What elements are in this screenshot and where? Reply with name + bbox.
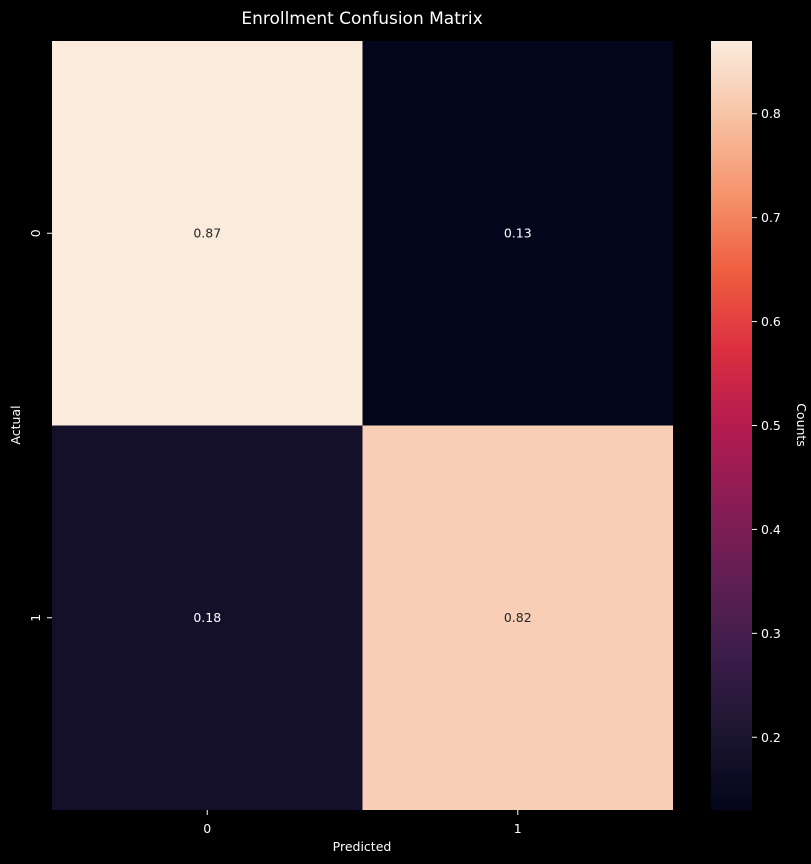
- x-tick-label: 0: [203, 821, 211, 836]
- heatmap-cell: [52, 425, 363, 810]
- x-tick-label: 1: [514, 821, 522, 836]
- y-tick-label: 0: [28, 229, 43, 237]
- cell-annotation: 0.18: [193, 610, 221, 625]
- cell-annotations: 0.87 0.13 0.18 0.82: [193, 225, 531, 625]
- x-axis-label: Predicted: [333, 839, 392, 854]
- colorbar-tick-label: 0.4: [761, 522, 781, 537]
- colorbar-tick-label: 0.2: [761, 730, 781, 745]
- colorbar-tick-label: 0.3: [761, 626, 781, 641]
- cell-annotation: 0.13: [504, 225, 532, 240]
- heatmap-cell: [362, 41, 673, 426]
- colorbar-label: Counts: [794, 403, 809, 447]
- cell-annotation: 0.87: [193, 225, 221, 240]
- colorbar-ticks: 0.2 0.3 0.4 0.5 0.6 0.7 0.8: [752, 106, 781, 745]
- colorbar-tick-label: 0.8: [761, 106, 781, 121]
- colorbar-tick-label: 0.6: [761, 314, 781, 329]
- y-tick-label: 1: [28, 614, 43, 622]
- heatmap-cells: [52, 41, 673, 810]
- y-axis-ticks: 01: [28, 229, 52, 622]
- heatmap-cell: [362, 425, 673, 810]
- colorbar: [711, 41, 752, 810]
- cell-annotation: 0.82: [504, 610, 532, 625]
- chart-title: Enrollment Confusion Matrix: [241, 9, 482, 29]
- heatmap-cell: [52, 41, 363, 426]
- colorbar-tick-label: 0.5: [761, 418, 781, 433]
- y-axis-label: Actual: [8, 405, 23, 444]
- colorbar-tick-label: 0.7: [761, 210, 781, 225]
